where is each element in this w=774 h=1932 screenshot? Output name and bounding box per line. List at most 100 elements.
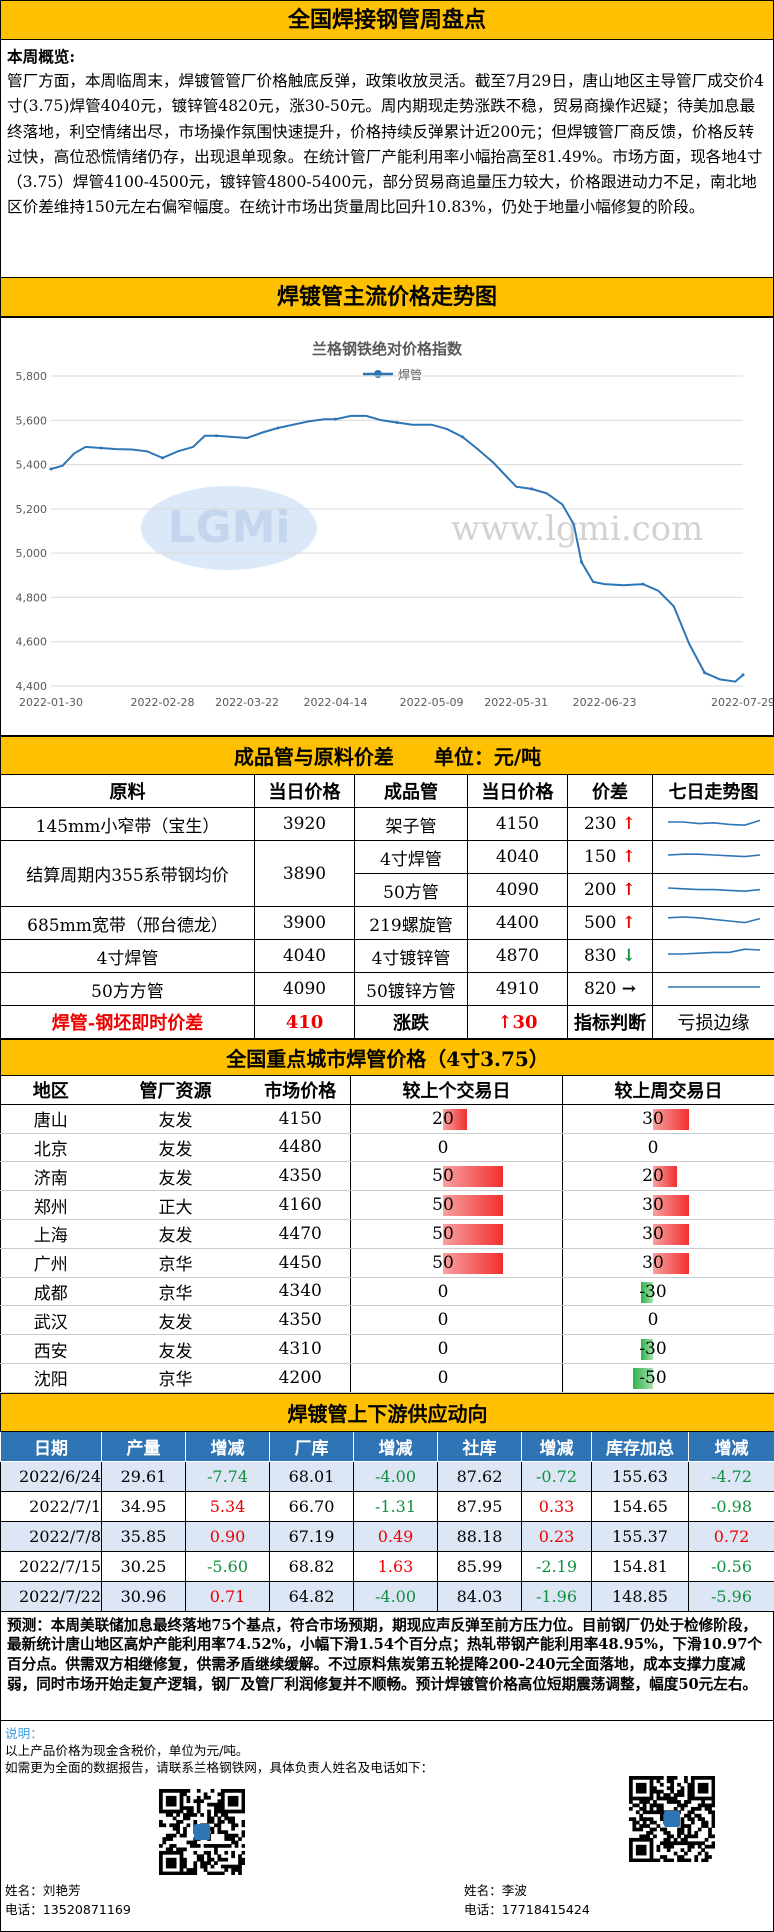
supply-header-row: 日期产量增减厂库增减社库增减库存加总增减 bbox=[1, 1431, 774, 1461]
day-change-cell: 0 bbox=[351, 1306, 563, 1335]
city-name: 武汉 bbox=[1, 1306, 101, 1335]
data-point bbox=[580, 561, 583, 564]
day-change-cell: 20 bbox=[351, 1104, 563, 1133]
y-tick-label: 4,400 bbox=[16, 680, 48, 693]
change-value: 20 bbox=[432, 1105, 454, 1133]
plant-name: 友发 bbox=[101, 1335, 251, 1364]
supply-value: -0.72 bbox=[522, 1461, 592, 1491]
overview-label: 本周概览: bbox=[7, 44, 767, 69]
x-tick-label: 2022-07-29 bbox=[711, 696, 773, 709]
overview-text: 管厂方面，本周临周末，焊镀管管厂价格触底反弹，政策收放灵活。截至7月29日，唐山… bbox=[7, 69, 767, 220]
change-value: 0 bbox=[438, 1306, 449, 1334]
change-value: 50 bbox=[432, 1191, 454, 1219]
supply-value: 0.71 bbox=[186, 1581, 270, 1611]
data-point bbox=[161, 456, 164, 459]
plant-name: 友发 bbox=[101, 1104, 251, 1133]
supply-value: 154.81 bbox=[592, 1551, 689, 1581]
col-city: 地区 bbox=[1, 1076, 101, 1105]
supply-col-header: 日期 bbox=[1, 1431, 102, 1461]
spread-footer-row: 焊管-钢坯即时价差 410 涨跌 ↑30 指标判断 亏损边缘 bbox=[1, 1006, 774, 1039]
city-row: 济南 友发 4350 50 20 bbox=[1, 1162, 774, 1191]
diff-value: 200 bbox=[584, 880, 616, 900]
supply-value: -1.31 bbox=[354, 1491, 438, 1521]
data-point bbox=[99, 446, 102, 449]
phone-label: 电话： bbox=[5, 1902, 43, 1917]
product-price: 4400 bbox=[468, 907, 568, 940]
supply-value: -4.00 bbox=[354, 1581, 438, 1611]
change-value: 0 bbox=[438, 1134, 449, 1162]
trend-section-title: 焊镀管主流价格走势图 bbox=[0, 277, 774, 317]
qr-logo-icon bbox=[664, 1811, 680, 1827]
supply-value: 5.34 bbox=[186, 1491, 270, 1521]
supply-value: -0.56 bbox=[689, 1551, 774, 1581]
supply-value: 1.63 bbox=[354, 1551, 438, 1581]
col-diff: 价差 bbox=[568, 775, 653, 808]
x-tick-label: 2022-02-28 bbox=[131, 696, 195, 709]
change-value: 30 bbox=[642, 1220, 664, 1248]
judge-value: 亏损边缘 bbox=[653, 1006, 774, 1039]
price-diff: 830 ↓ bbox=[568, 940, 653, 973]
supply-col-header: 增减 bbox=[689, 1431, 774, 1461]
qr-logo-icon bbox=[194, 1824, 210, 1840]
x-tick-label: 2022-01-30 bbox=[19, 696, 83, 709]
product-price: 4040 bbox=[468, 841, 568, 874]
supply-value: -1.96 bbox=[522, 1581, 592, 1611]
market-price: 4150 bbox=[251, 1104, 351, 1133]
plant-name: 京华 bbox=[101, 1277, 251, 1306]
sparkline bbox=[664, 944, 764, 964]
diff-value: 820 bbox=[584, 979, 616, 999]
supply-value: -4.00 bbox=[354, 1461, 438, 1491]
diff-value: 830 bbox=[584, 946, 616, 966]
change-value: -30 bbox=[639, 1335, 666, 1363]
supply-value: -5.96 bbox=[689, 1581, 774, 1611]
supply-value: 0.49 bbox=[354, 1521, 438, 1551]
qr-code-right[interactable] bbox=[629, 1776, 715, 1862]
billet-spread-label: 焊管-钢坯即时价差 bbox=[1, 1006, 255, 1039]
city-price-table: 全国重点城市焊管价格（4寸3.75） 地区 管厂资源 市场价格 较上个交易日 较… bbox=[0, 1039, 774, 1393]
qr-code-left[interactable] bbox=[159, 1789, 245, 1875]
week-change-cell: 0 bbox=[563, 1133, 774, 1162]
product-price: 4150 bbox=[468, 808, 568, 841]
sparkline-cell bbox=[653, 907, 774, 940]
legend-label: 焊管 bbox=[398, 367, 422, 382]
market-price: 4470 bbox=[251, 1219, 351, 1248]
x-tick-label: 2022-05-09 bbox=[400, 696, 464, 709]
data-point bbox=[530, 487, 533, 490]
x-tick-label: 2022-03-22 bbox=[215, 696, 279, 709]
weekly-overview: 本周概览: 管厂方面，本周临周末，焊镀管管厂价格触底反弹，政策收放灵活。截至7月… bbox=[0, 40, 774, 277]
day-change-cell: 0 bbox=[351, 1335, 563, 1364]
city-name: 广州 bbox=[1, 1248, 101, 1277]
col-material: 原料 bbox=[1, 775, 255, 808]
city-row: 武汉 友发 4350 0 0 bbox=[1, 1306, 774, 1335]
material-name: 685mm宽带（邢台德龙） bbox=[1, 907, 255, 940]
spread-header-row: 原料 当日价格 成品管 当日价格 价差 七日走势图 bbox=[1, 775, 774, 808]
supply-value: 0.23 bbox=[522, 1521, 592, 1551]
city-name: 郑州 bbox=[1, 1191, 101, 1220]
day-change-cell: 50 bbox=[351, 1191, 563, 1220]
product-price: 4090 bbox=[468, 874, 568, 907]
plant-name: 友发 bbox=[101, 1219, 251, 1248]
city-header-row: 地区 管厂资源 市场价格 较上个交易日 较上周交易日 bbox=[1, 1076, 774, 1105]
day-change-cell: 0 bbox=[351, 1133, 563, 1162]
supply-date: 2022/7/8 bbox=[1, 1521, 102, 1551]
col-day-change: 较上个交易日 bbox=[351, 1076, 563, 1105]
week-change-cell: -50 bbox=[563, 1363, 774, 1392]
sparkline-series bbox=[668, 854, 760, 856]
supply-value: 87.95 bbox=[438, 1491, 522, 1521]
supply-value: -2.19 bbox=[522, 1551, 592, 1581]
city-name: 北京 bbox=[1, 1133, 101, 1162]
product-price: 4870 bbox=[468, 940, 568, 973]
data-point bbox=[50, 468, 53, 471]
col-week-change: 较上周交易日 bbox=[563, 1076, 774, 1105]
city-row: 郑州 正大 4160 50 30 bbox=[1, 1191, 774, 1220]
supply-value: 0.33 bbox=[522, 1491, 592, 1521]
product-name: 50方管 bbox=[355, 874, 468, 907]
supply-value: 64.82 bbox=[270, 1581, 354, 1611]
city-name: 上海 bbox=[1, 1219, 101, 1248]
